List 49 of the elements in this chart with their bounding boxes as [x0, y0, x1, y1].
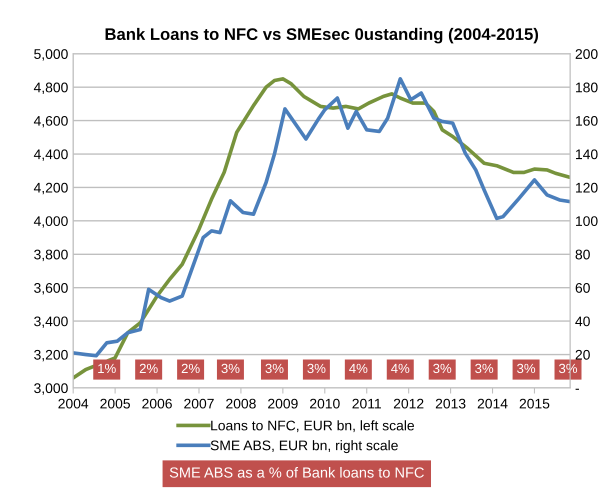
annotation: 4% — [391, 364, 410, 374]
x-tick-label: 2011 — [352, 398, 381, 409]
y-tick-label: 3,000 — [34, 383, 68, 395]
y-tick-label: 3,600 — [34, 283, 68, 295]
y-tick-label: 3,400 — [34, 316, 68, 328]
annotation: 3% — [433, 364, 452, 374]
x-tick-label: 2006 — [142, 398, 172, 409]
annotation: 3% — [221, 364, 240, 374]
y-tick-label: 4,000 — [34, 216, 68, 228]
y2-tick-label: 80 — [576, 250, 590, 260]
y2-tick-label: 100 — [576, 216, 598, 226]
y2-tick-label: 40 — [575, 316, 590, 326]
x-tick-label: 2012 — [394, 398, 424, 409]
annotation: 3% — [517, 364, 536, 374]
chart-title: Bank Loans to NFC vs SMEsec 0ustanding (2004-2015) — [106, 28, 538, 44]
annotation: 3% — [307, 364, 326, 374]
y-tick-label: 5,000 — [34, 49, 68, 61]
x-tick-label: 2008 — [226, 398, 256, 409]
x-tick-label: 2015 — [520, 398, 550, 409]
y-tick-label: 4,600 — [34, 116, 68, 128]
y2-tick-label: 180 — [576, 82, 598, 92]
annotation: 4% — [349, 364, 368, 374]
y-tick-label: 3,200 — [34, 350, 68, 362]
y2-tick-label: 20 — [576, 350, 590, 360]
annotation: 3% — [265, 364, 284, 374]
y2-tick-label: 200 — [576, 49, 598, 59]
x-tick-label: 2007 — [184, 398, 214, 409]
x-tick-label: 2014 — [478, 398, 508, 409]
y-tick-label: 4,800 — [34, 82, 68, 94]
legend-label: Loans to NFC, EUR bn, left scale — [211, 420, 414, 432]
y2-tick-label: 120 — [576, 182, 598, 193]
y2-tick-label: - — [576, 388, 579, 390]
y2-tick-label: 60 — [576, 283, 590, 293]
y2-tick-label: 160 — [576, 116, 598, 126]
y-tick-label: 4,200 — [34, 182, 68, 194]
annotation: 2% — [182, 364, 200, 374]
legend-label: SME ABS, EUR bn, right scale — [210, 440, 398, 454]
annotation: 3% — [475, 364, 494, 374]
y2-tick-label: 140 — [576, 149, 598, 160]
x-tick-label: 2013 — [436, 398, 466, 409]
y-tick-label: 3,800 — [34, 250, 68, 262]
text: SME ABS as a % of Bank loans to NFC — [170, 466, 424, 478]
x-tick-label: 2004 — [58, 398, 88, 409]
x-tick-label: 2009 — [268, 398, 298, 409]
x-tick-label: 2010 — [310, 398, 340, 409]
annotation: 2% — [140, 364, 158, 374]
annotation: 1% — [98, 364, 116, 374]
x-tick-label: 2005 — [100, 398, 130, 409]
y-tick-label: 4,400 — [34, 149, 68, 161]
